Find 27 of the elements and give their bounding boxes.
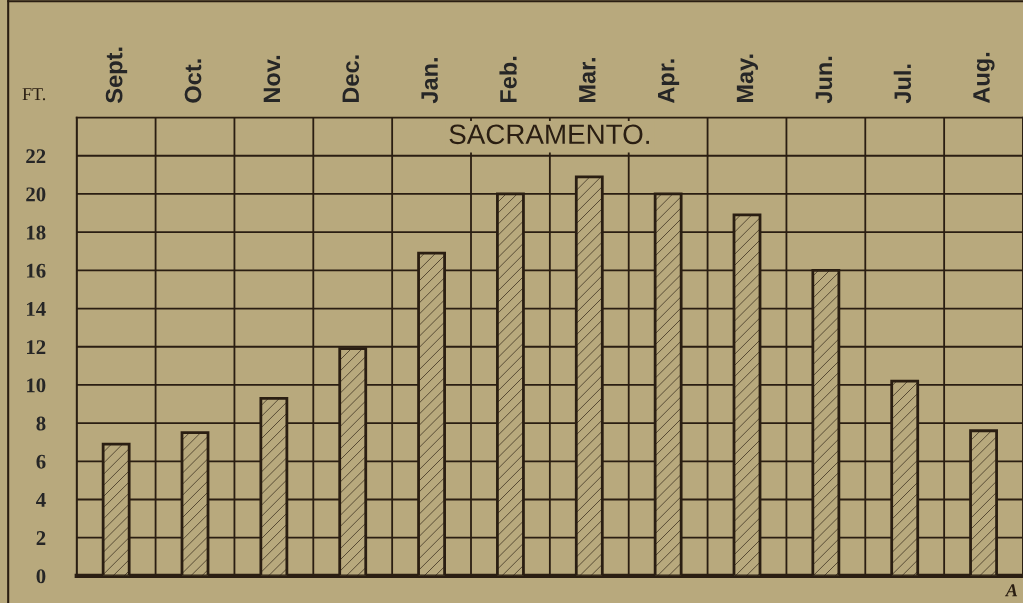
y-tick-label: 18 xyxy=(27,225,46,240)
x-tick-label: Nov. xyxy=(263,55,281,103)
x-tick-label: Jun. xyxy=(815,56,833,104)
y-tick-label: 12 xyxy=(27,340,46,354)
x-tick-label: Mar. xyxy=(579,58,596,103)
x-tick-label: May. xyxy=(736,54,759,103)
y-axis-title: FT. xyxy=(22,88,46,101)
y-tick-label: 0 xyxy=(36,569,46,584)
x-tick-label: Feb. xyxy=(499,56,517,103)
y-tick-label: 10 xyxy=(27,378,46,393)
x-tick-label: Dec. xyxy=(342,55,360,103)
y-tick-label: 22 xyxy=(26,149,46,163)
y-tick-label: 2 xyxy=(36,531,46,545)
x-tick-label: Apr. xyxy=(658,59,680,104)
x-tick-label: Aug. xyxy=(973,52,995,104)
y-tick-label: 6 xyxy=(36,454,46,469)
x-tick-label: Jan. xyxy=(421,58,438,104)
chart-title: SACRAMENTO. xyxy=(449,124,649,145)
text: A xyxy=(1004,584,1018,597)
y-tick-label: 14 xyxy=(27,302,46,316)
y-tick-label: 8 xyxy=(36,416,46,431)
y-tick-label: 4 xyxy=(36,493,46,507)
y-tick-label: 20 xyxy=(26,187,46,202)
x-tick-label: Jul. xyxy=(893,64,912,104)
y-tick-label: 16 xyxy=(27,263,46,278)
x-tick-label: Sept. xyxy=(105,47,128,104)
x-tick-label: Oct. xyxy=(184,59,202,103)
